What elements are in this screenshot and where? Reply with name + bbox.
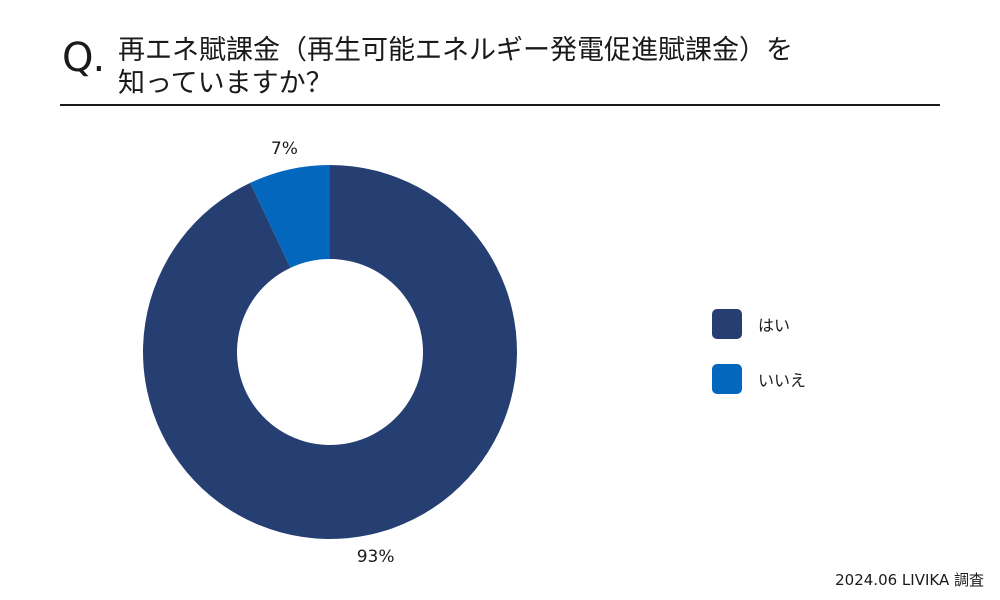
legend-swatch-yes xyxy=(712,309,742,339)
chart-legend: はい いいえ xyxy=(712,308,806,418)
legend-swatch-no xyxy=(712,364,742,394)
source-note: 2024.06 LIVIKA 調査 xyxy=(835,571,984,589)
legend-item-no: いいえ xyxy=(712,363,806,395)
question-title: 再エネ賦課金（再生可能エネルギー発電促進賦課金）を 知っていますか？ xyxy=(118,35,793,99)
legend-label-no: いいえ xyxy=(758,371,807,390)
legend-item-yes: はい xyxy=(712,308,806,340)
data-label-no: 7% xyxy=(271,139,298,159)
slice-no xyxy=(250,165,330,268)
question-mark: Q. xyxy=(62,35,105,81)
question-header: Q. 再エネ賦課金（再生可能エネルギー発電促進賦課金）を 知っていますか？ xyxy=(60,28,940,106)
data-label-yes: 93% xyxy=(357,547,395,567)
slice-yes xyxy=(142,165,517,539)
legend-label-yes: はい xyxy=(758,316,791,335)
